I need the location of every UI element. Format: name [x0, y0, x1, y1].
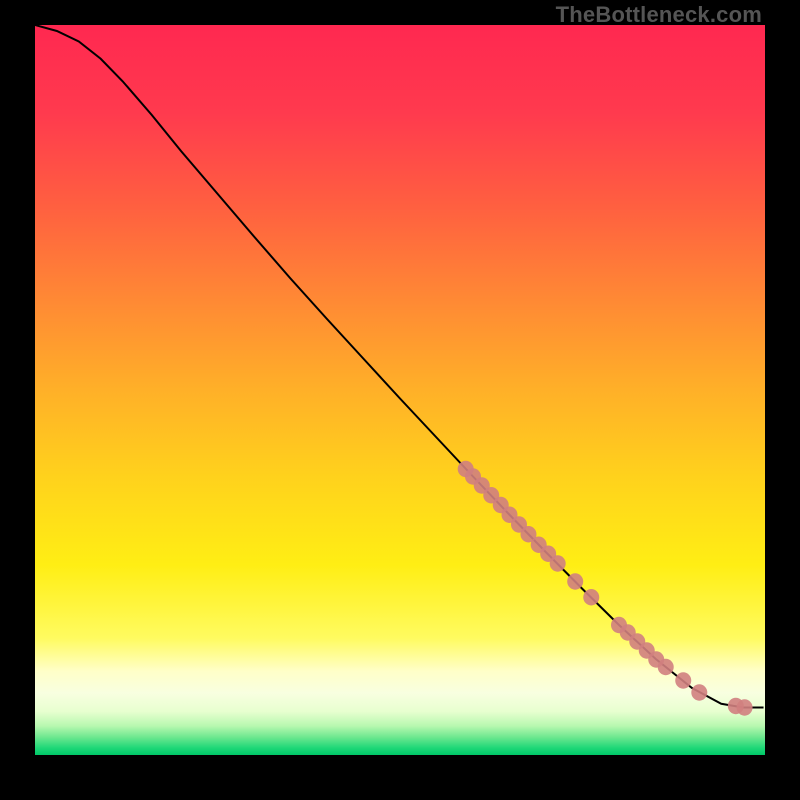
chart-frame: TheBottleneck.com — [0, 0, 800, 800]
data-marker — [567, 573, 583, 589]
watermark-text: TheBottleneck.com — [556, 2, 762, 28]
data-marker — [550, 555, 566, 571]
bottleneck-curve — [35, 25, 764, 708]
marker-group — [458, 461, 753, 716]
curve-layer — [35, 25, 765, 775]
data-marker — [658, 659, 674, 675]
data-marker — [691, 684, 707, 700]
data-marker — [675, 672, 691, 688]
data-marker — [737, 699, 753, 715]
plot-area — [35, 25, 765, 775]
data-marker — [583, 589, 599, 605]
